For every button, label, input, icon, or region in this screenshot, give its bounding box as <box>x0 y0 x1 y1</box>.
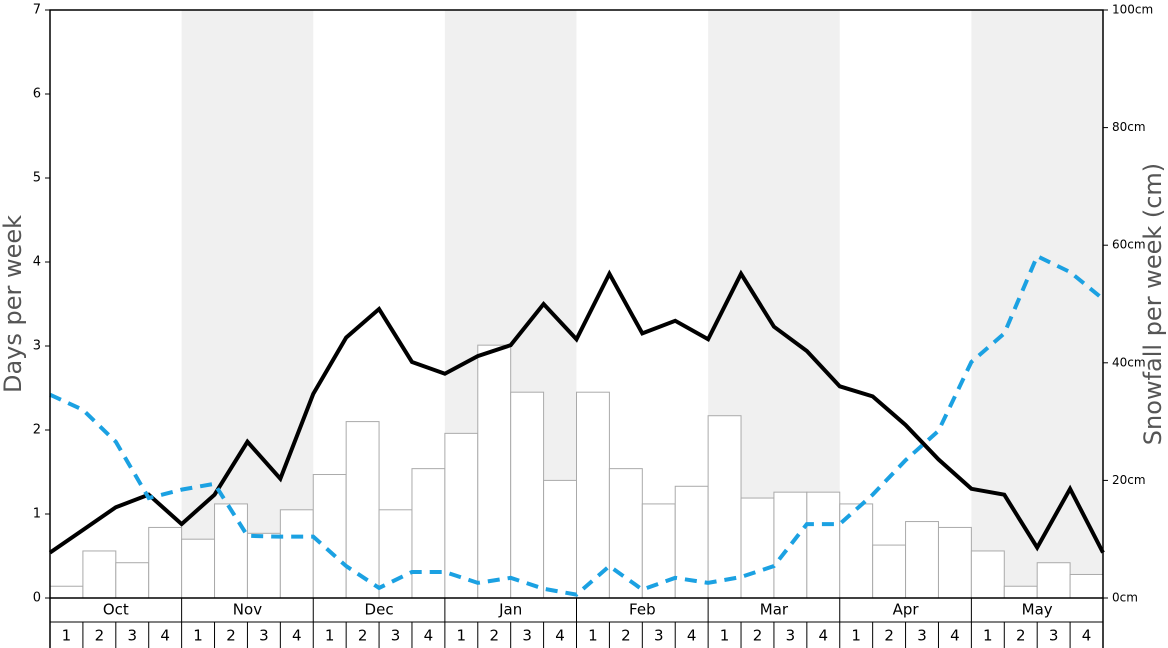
snowfall-bar <box>148 526 183 599</box>
snowfall-bar <box>740 497 775 599</box>
month-band <box>181 10 314 598</box>
week-label: 4 <box>160 627 170 645</box>
snowfall-bar <box>312 474 347 599</box>
week-label: 2 <box>358 627 368 645</box>
snowfall-bar <box>510 391 545 599</box>
snowfall-bar <box>806 491 841 599</box>
y-tick-label: 0 <box>33 591 41 606</box>
week-label: 2 <box>753 627 763 645</box>
y-tick-label: 5 <box>33 171 41 186</box>
week-label: 1 <box>588 627 598 645</box>
week-label: 1 <box>325 627 335 645</box>
snowfall-bar <box>707 415 742 599</box>
snowfall-bar <box>576 391 610 599</box>
week-label: 3 <box>391 627 401 645</box>
week-label: 2 <box>621 627 631 645</box>
week-label: 1 <box>851 627 861 645</box>
y-axis-title: Days per week <box>0 215 27 393</box>
week-label: 3 <box>654 627 664 645</box>
week-label: 2 <box>95 627 105 645</box>
week-label: 3 <box>1049 627 1059 645</box>
snowfall-bar <box>411 468 446 599</box>
snowfall-bar <box>641 503 676 599</box>
y2-tick-label: 100cm <box>1112 3 1153 17</box>
y2-tick-label: 40cm <box>1112 355 1146 369</box>
snowfall-bar <box>543 479 577 599</box>
week-label: 2 <box>884 627 894 645</box>
y2-tick-label: 80cm <box>1112 120 1146 134</box>
snowfall-bar <box>773 491 808 599</box>
week-label: 1 <box>720 627 730 645</box>
y-tick-label: 1 <box>33 507 41 522</box>
snowfall-bar <box>345 421 380 599</box>
snowfall-bar <box>246 532 281 599</box>
snowfall-bar <box>82 550 117 599</box>
snowfall-bar <box>181 538 216 599</box>
snowfall-bar <box>937 526 972 599</box>
month-band <box>971 10 1103 598</box>
days-line <box>49 253 1105 597</box>
month-label: Feb <box>629 601 656 619</box>
snowfall-bar <box>1069 573 1104 599</box>
week-label: 2 <box>489 627 499 645</box>
month-label: Dec <box>365 601 394 619</box>
snowfall-bar <box>872 544 907 599</box>
week-label: 3 <box>127 627 137 645</box>
week-label: 3 <box>522 627 532 645</box>
y2-tick-label: 20cm <box>1112 473 1146 487</box>
week-label: 3 <box>259 627 269 645</box>
week-label: 1 <box>983 627 993 645</box>
snowfall-bar <box>608 468 643 599</box>
week-label: 3 <box>786 627 796 645</box>
y2-axis-title: Snowfall per week (cm) <box>1139 163 1167 445</box>
week-label: 3 <box>917 627 927 645</box>
week-label: 4 <box>1082 627 1092 645</box>
week-label: 2 <box>226 627 236 645</box>
month-label: Nov <box>233 601 262 619</box>
snowfall-bar <box>1003 585 1038 599</box>
y-tick-label: 3 <box>33 339 41 354</box>
week-label: 1 <box>457 627 467 645</box>
week-label: 1 <box>193 627 203 645</box>
week-label: 1 <box>62 627 72 645</box>
snowfall-bar <box>279 509 314 599</box>
month-label: May <box>1022 601 1053 619</box>
month-label: Oct <box>103 601 129 619</box>
days-line <box>48 269 1105 555</box>
y2-tick-label: 60cm <box>1112 238 1146 252</box>
snowfall-bar <box>970 550 1005 599</box>
week-label: 4 <box>687 627 697 645</box>
y-tick-label: 4 <box>33 255 41 270</box>
snowfall-bar <box>477 344 512 599</box>
month-label: Jan <box>498 601 522 619</box>
y-tick-label: 6 <box>33 87 41 102</box>
week-label: 4 <box>292 627 302 645</box>
snowfall-bar <box>1036 562 1071 599</box>
week-label: 4 <box>555 627 565 645</box>
snowfall-bar <box>214 503 248 599</box>
week-label: 4 <box>950 627 960 645</box>
y2-tick-label: 0cm <box>1112 591 1138 605</box>
week-label: 2 <box>1016 627 1026 645</box>
month-label: Apr <box>893 601 920 619</box>
week-label: 4 <box>819 627 829 645</box>
y-tick-label: 2 <box>33 423 41 438</box>
y-tick-label: 7 <box>33 3 41 18</box>
snowfall-bar <box>905 521 939 599</box>
snowfall-bar <box>49 585 84 599</box>
month-label: Mar <box>760 601 789 619</box>
week-label: 4 <box>424 627 434 645</box>
snowfall-bar <box>115 562 150 599</box>
